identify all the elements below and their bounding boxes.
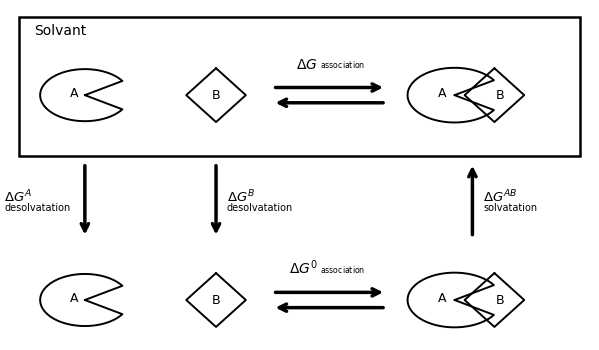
- Text: $\Delta G^B$: $\Delta G^B$: [227, 188, 255, 205]
- Text: $_{\rm association}$: $_{\rm association}$: [320, 264, 365, 277]
- Text: B: B: [211, 294, 220, 307]
- Text: $\Delta G$: $\Delta G$: [296, 58, 317, 72]
- Text: $\Delta G^A$: $\Delta G^A$: [4, 188, 32, 205]
- Text: A: A: [438, 292, 447, 305]
- Text: B: B: [211, 89, 220, 101]
- Text: solvatation: solvatation: [483, 203, 537, 213]
- Text: B: B: [496, 294, 505, 307]
- Text: desolvatation: desolvatation: [4, 203, 71, 213]
- Text: A: A: [70, 292, 78, 305]
- Text: A: A: [438, 87, 447, 100]
- Text: B: B: [496, 89, 505, 101]
- FancyBboxPatch shape: [19, 17, 580, 156]
- Text: $_{\rm association}$: $_{\rm association}$: [320, 60, 365, 72]
- Text: $\Delta G^0$: $\Delta G^0$: [289, 258, 317, 277]
- Text: A: A: [70, 87, 78, 100]
- Text: Solvant: Solvant: [34, 24, 86, 38]
- Text: $\Delta G^{AB}$: $\Delta G^{AB}$: [483, 188, 518, 205]
- Text: desolvatation: desolvatation: [227, 203, 293, 213]
